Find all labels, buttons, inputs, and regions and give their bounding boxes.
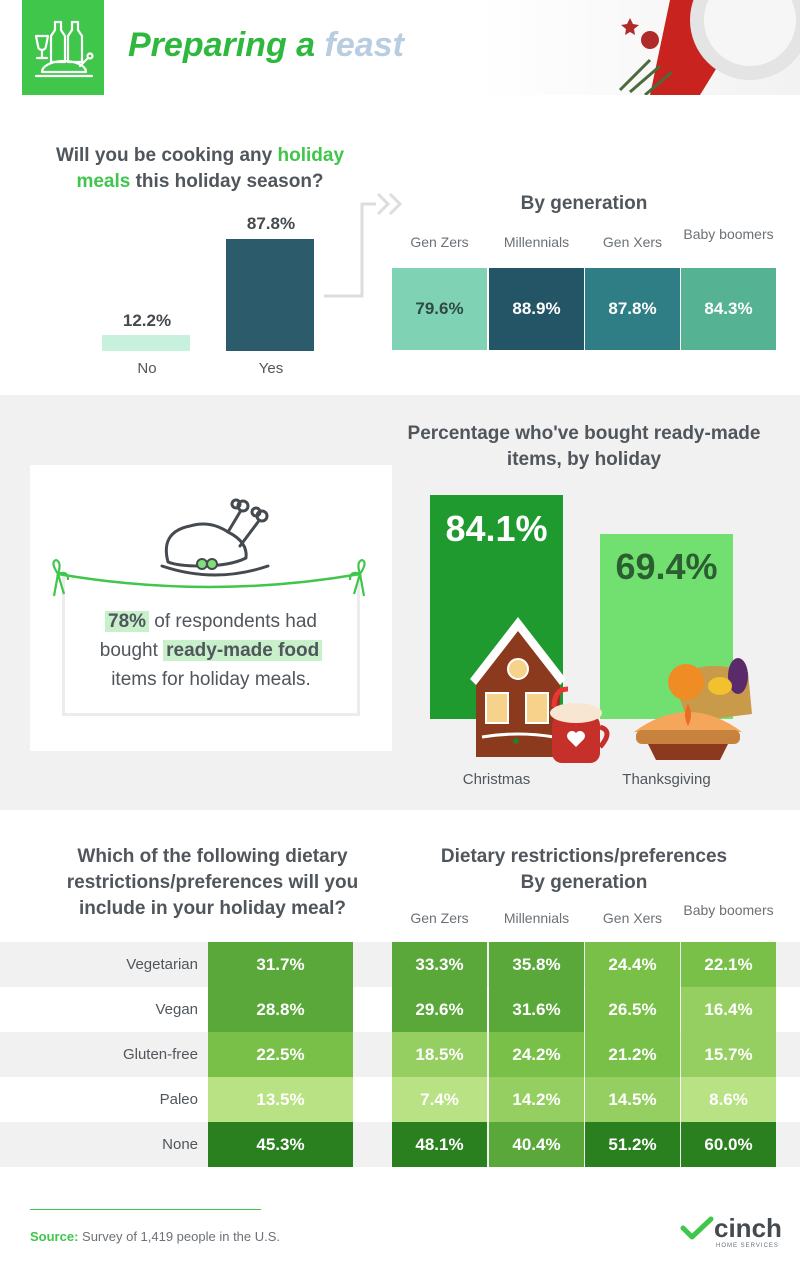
generation-cell: 31.6% — [489, 987, 584, 1032]
gingerbread-house-icon — [470, 617, 610, 763]
label-christmas: Christmas — [462, 771, 531, 788]
stat-text-2: bought — [99, 640, 164, 661]
pct-thanksgiving: 69.4% — [615, 546, 718, 587]
ready-made-stat: 78% of respondents had bought ready-made… — [70, 607, 352, 694]
q1-highlight-meals: meals — [76, 171, 131, 192]
overall-cell: 45.3% — [208, 1122, 353, 1167]
overall-cell: 22.5% — [208, 1032, 353, 1077]
generation-cell: 60.0% — [681, 1122, 776, 1167]
generation-cell: 24.2% — [489, 1032, 584, 1077]
gen-cell-genz: 79.6% — [392, 268, 487, 350]
table-setting-decoration — [618, 0, 800, 95]
generation-cell: 14.2% — [489, 1077, 584, 1122]
generation-cell: 29.6% — [392, 987, 487, 1032]
overall-cell: 31.7% — [208, 942, 353, 987]
ready-made-question: Percentage who've bought ready-made item… — [407, 423, 761, 470]
row-label: Vegan — [155, 1001, 198, 1018]
row-label: Gluten-free — [122, 1046, 198, 1063]
generation-cell: 33.3% — [392, 942, 487, 987]
diet-col-boomers: Baby boomers — [683, 902, 774, 918]
generation-cell: 18.5% — [392, 1032, 487, 1077]
label-thanksgiving: Thanksgiving — [622, 771, 711, 788]
dietary-by-generation-title: Dietary restrictions/preferences By gene… — [400, 844, 768, 896]
row-label: Vegetarian — [126, 956, 198, 973]
generation-cell: 7.4% — [392, 1077, 487, 1122]
diet-col-millennials: Millennials — [503, 910, 570, 926]
generation-cell: 40.4% — [489, 1122, 584, 1167]
stat-text-3: items for holiday meals. — [111, 669, 311, 690]
stat-value: 78% — [105, 611, 150, 632]
gen-col-genx: Gen Xers — [602, 234, 663, 250]
row-label: Paleo — [159, 1091, 198, 1108]
generation-cell: 51.2% — [585, 1122, 680, 1167]
gen-col-boomers: Baby boomers — [683, 226, 774, 242]
q4-line-1: Dietary restrictions/preferences — [440, 846, 728, 867]
connector-arrow-icon — [324, 192, 403, 298]
generation-cell: 35.8% — [489, 942, 584, 987]
source-note: Source: Survey of 1,419 people in the U.… — [30, 1229, 280, 1244]
ribbon-banner-icon — [52, 558, 366, 597]
cooking-question: Will you be cooking any holiday meals th… — [20, 143, 380, 195]
generation-cell: 24.4% — [585, 942, 680, 987]
generation-cell: 21.2% — [585, 1032, 680, 1077]
diet-col-genz: Gen Zers — [410, 910, 469, 926]
brand-subtitle: HOME SERVICES — [716, 1243, 779, 1249]
gen-cell-genx: 87.8% — [585, 268, 680, 350]
title-accent: feast — [324, 26, 404, 64]
gen-cell-millennials: 88.9% — [489, 268, 584, 350]
q4-line-2: By generation — [520, 872, 648, 893]
generation-cell: 16.4% — [681, 987, 776, 1032]
generation-cell: 14.5% — [585, 1077, 680, 1122]
footer-divider — [30, 1209, 261, 1210]
cinch-check-icon — [680, 1216, 714, 1240]
pct-christmas: 84.1% — [445, 508, 548, 549]
source-label: Source: — [30, 1229, 79, 1244]
generation-cell: 8.6% — [681, 1077, 776, 1122]
title-main: Preparing a — [128, 26, 316, 64]
stat-highlight: ready-made food — [163, 640, 323, 661]
row-label: None — [162, 1136, 198, 1153]
stat-card-frame — [62, 574, 360, 716]
generation-cell: 22.1% — [681, 942, 776, 987]
bar-category-yes: Yes — [258, 360, 284, 377]
roast-turkey-icon — [160, 498, 270, 577]
q1-pre: Will you be cooking any — [55, 145, 278, 166]
bar-label-no: 12.2% — [122, 311, 172, 330]
generation-title: By generation — [520, 193, 648, 214]
bar-category-no: No — [137, 360, 157, 377]
q1-highlight-holiday: holiday — [277, 145, 345, 166]
bar-no — [102, 335, 190, 351]
diet-col-genx: Gen Xers — [602, 910, 663, 926]
brand-name: cinch — [714, 1213, 782, 1243]
generation-cell: 26.5% — [585, 987, 680, 1032]
logo-box — [22, 0, 104, 95]
gen-col-millennials: Millennials — [503, 234, 570, 250]
source-text: Survey of 1,419 people in the U.S. — [78, 1229, 281, 1244]
gen-cell-boomers: 84.3% — [681, 268, 776, 350]
thanksgiving-pie-icon — [634, 658, 752, 760]
overall-cell: 28.8% — [208, 987, 353, 1032]
dietary-question: Which of the following dietary restricti… — [66, 846, 359, 919]
page-title: Preparing a feast — [128, 26, 404, 65]
gen-col-genz: Gen Zers — [410, 234, 469, 250]
turkey-and-wine-icon — [34, 20, 94, 78]
bar-label-yes: 87.8% — [246, 214, 296, 233]
q1-post: this holiday season? — [130, 171, 324, 192]
bar-yes — [226, 239, 314, 351]
generation-cell: 48.1% — [392, 1122, 487, 1167]
stat-card — [30, 465, 392, 751]
stat-text-1: of respondents had — [149, 611, 317, 632]
overall-cell: 13.5% — [208, 1077, 353, 1122]
generation-cell: 15.7% — [681, 1032, 776, 1077]
